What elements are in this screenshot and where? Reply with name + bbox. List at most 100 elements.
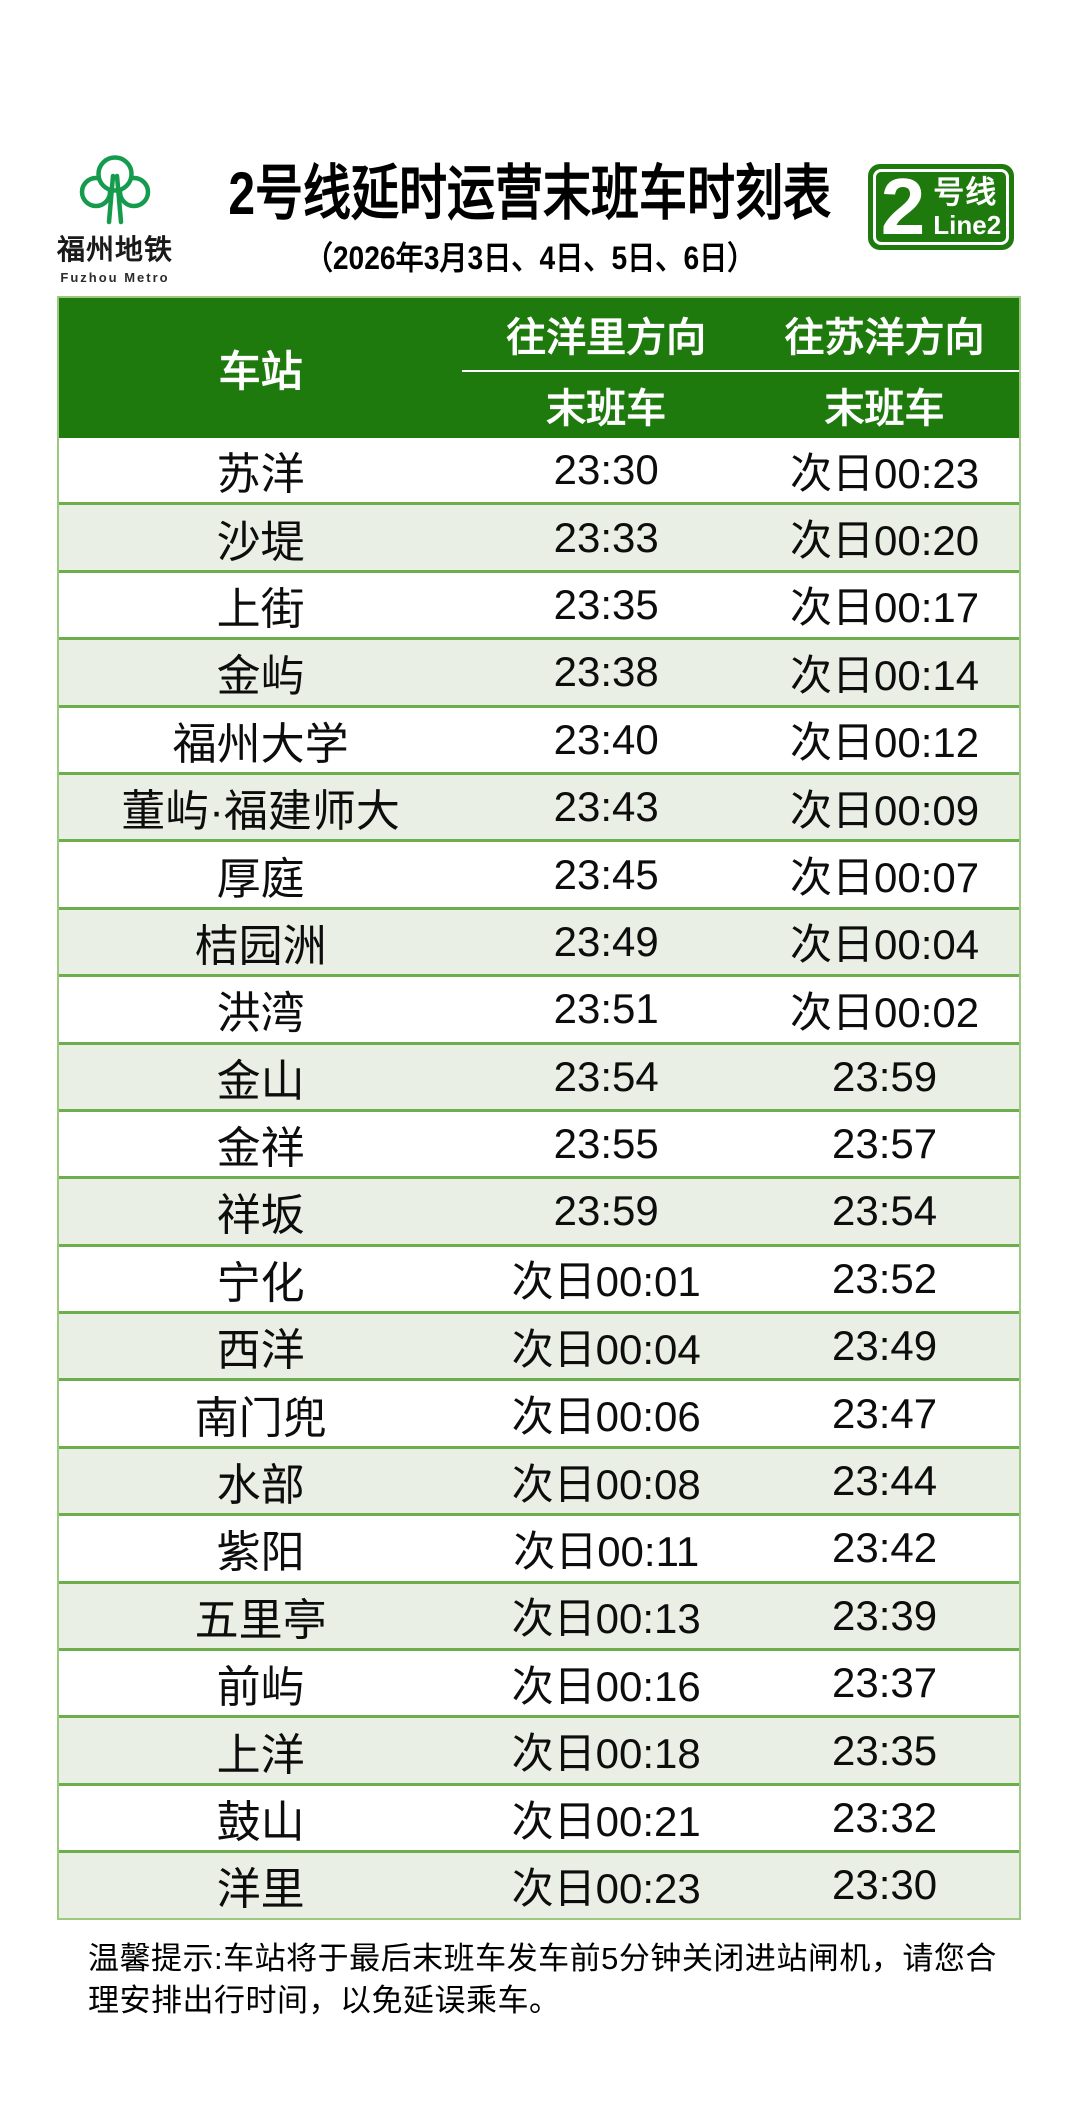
timetable: 车站 往洋里方向 往苏洋方向 末班车 末班车 苏洋 23:30 次日00:23 … bbox=[57, 296, 1021, 1920]
table-row: 桔园洲 23:49 次日00:04 bbox=[59, 906, 1019, 975]
last-train-to-suyang: 23:57 bbox=[832, 1120, 938, 1168]
fuzhou-metro-tree-icon bbox=[79, 155, 151, 225]
last-train-to-yangli: 23:38 bbox=[553, 648, 659, 696]
last-train-to-yangli: 23:59 bbox=[553, 1187, 659, 1235]
table-row: 上街 23:35 次日00:17 bbox=[59, 569, 1019, 638]
station-name: 祥坂 bbox=[216, 1191, 305, 1241]
station-name: 上洋 bbox=[216, 1730, 305, 1780]
last-train-to-yangli: 次日00:13 bbox=[511, 1595, 701, 1643]
last-train-to-suyang: 23:44 bbox=[832, 1457, 938, 1505]
direction-headers: 往洋里方向 往苏洋方向 末班车 末班车 bbox=[462, 298, 1019, 438]
last-train-to-yangli: 次日00:06 bbox=[511, 1393, 701, 1441]
station-name: 董屿·福建师大 bbox=[121, 787, 400, 837]
table-row: 洋里 次日00:23 23:30 bbox=[59, 1850, 1019, 1918]
station-name: 金祥 bbox=[216, 1124, 305, 1174]
header-divider-line bbox=[462, 370, 1019, 372]
table-row: 宁化 次日00:01 23:52 bbox=[59, 1243, 1019, 1312]
table-row: 苏洋 23:30 次日00:23 bbox=[59, 438, 1019, 503]
footer-note: 温馨提示:车站将于最后末班车发车前5分钟关闭进站闸机，请您合 理安排出行时间，以… bbox=[88, 1941, 997, 2018]
logo-name-cn: 福州地铁 bbox=[56, 234, 173, 265]
title-block: 2号线延时运营末班车时刻表 （2026年3月3日、4日、5日、6日） bbox=[140, 158, 920, 278]
line-suffix-cn: 号线 bbox=[933, 174, 998, 210]
station-name: 桔园洲 bbox=[194, 921, 327, 971]
station-name: 苏洋 bbox=[216, 450, 305, 500]
last-train-to-yangli: 23:30 bbox=[553, 446, 659, 494]
last-train-to-suyang: 23:30 bbox=[832, 1861, 938, 1909]
station-name: 福州大学 bbox=[172, 719, 349, 769]
last-train-to-suyang: 23:42 bbox=[832, 1524, 938, 1572]
last-train-to-suyang: 23:54 bbox=[832, 1187, 938, 1235]
station-name: 紫阳 bbox=[216, 1528, 305, 1578]
last-train-to-suyang: 次日00:07 bbox=[790, 854, 980, 902]
table-row: 金屿 23:38 次日00:14 bbox=[59, 637, 1019, 705]
last-train-to-yangli: 次日00:11 bbox=[513, 1527, 700, 1575]
timetable-header: 车站 往洋里方向 往苏洋方向 末班车 末班车 bbox=[59, 298, 1019, 438]
last-train-to-yangli: 次日00:16 bbox=[511, 1662, 701, 1710]
last-train-to-suyang: 23:32 bbox=[832, 1794, 938, 1841]
line-suffix-en: Line2 bbox=[933, 209, 1002, 240]
station-name: 洋里 bbox=[216, 1865, 305, 1915]
table-row: 水部 次日00:08 23:44 bbox=[59, 1445, 1019, 1514]
station-name: 金山 bbox=[216, 1056, 305, 1106]
table-row: 金祥 23:55 23:57 bbox=[59, 1108, 1019, 1177]
table-row: 南门兜 次日00:06 23:47 bbox=[59, 1378, 1019, 1446]
table-row: 西洋 次日00:04 23:49 bbox=[59, 1311, 1019, 1379]
table-row: 沙堤 23:33 次日00:20 bbox=[59, 502, 1019, 570]
table-row: 祥坂 23:59 23:54 bbox=[59, 1176, 1019, 1244]
table-row: 洪湾 23:51 次日00:02 bbox=[59, 974, 1019, 1042]
table-row: 前屿 次日00:16 23:37 bbox=[59, 1648, 1019, 1716]
last-train-to-suyang: 23:47 bbox=[832, 1389, 938, 1437]
last-train-to-suyang: 23:52 bbox=[832, 1254, 938, 1302]
last-train-to-yangli: 23:35 bbox=[553, 580, 659, 628]
timetable-body: 苏洋 23:30 次日00:23 沙堤 23:33 次日00:20 上街 23:… bbox=[59, 438, 1019, 1918]
last-train-to-suyang: 23:39 bbox=[832, 1591, 938, 1639]
table-row: 上洋 次日00:18 23:35 bbox=[59, 1715, 1019, 1783]
last-train-to-yangli: 次日00:04 bbox=[511, 1325, 701, 1373]
station-name: 洪湾 bbox=[216, 989, 305, 1039]
table-row: 董屿·福建师大 23:43 次日00:09 bbox=[59, 771, 1019, 840]
table-row: 紫阳 次日00:11 23:42 bbox=[59, 1513, 1019, 1581]
last-train-to-yangli: 23:43 bbox=[553, 783, 659, 831]
last-train-to-suyang: 次日00:17 bbox=[790, 584, 980, 632]
column-header-station: 车站 bbox=[218, 347, 303, 395]
last-train-to-yangli: 23:45 bbox=[553, 850, 659, 898]
last-train-to-suyang: 次日00:09 bbox=[790, 786, 980, 834]
last-train-to-yangli: 次日00:21 bbox=[511, 1797, 701, 1845]
line-number: 2 bbox=[880, 162, 926, 251]
last-train-to-yangli: 23:40 bbox=[553, 715, 659, 763]
last-train-to-yangli: 次日00:18 bbox=[511, 1730, 701, 1778]
station-name: 南门兜 bbox=[194, 1393, 327, 1443]
column-subheader-lasttrain-yangli: 末班车 bbox=[546, 387, 667, 431]
last-train-to-yangli: 次日00:23 bbox=[511, 1864, 701, 1912]
last-train-to-suyang: 次日00:04 bbox=[790, 921, 980, 969]
last-train-to-suyang: 次日00:23 bbox=[790, 449, 980, 497]
table-row: 鼓山 次日00:21 23:32 bbox=[59, 1782, 1019, 1851]
station-name: 五里亭 bbox=[194, 1595, 327, 1645]
station-name: 前屿 bbox=[216, 1663, 305, 1713]
column-header-direction-suyang: 往苏洋方向 bbox=[784, 316, 985, 360]
station-name: 金屿 bbox=[216, 652, 305, 702]
last-train-to-suyang: 23:49 bbox=[832, 1322, 938, 1370]
logo-name-en: Fuzhou Metro bbox=[60, 270, 170, 285]
last-train-to-suyang: 23:59 bbox=[832, 1052, 938, 1100]
last-train-to-suyang: 次日00:02 bbox=[790, 988, 980, 1036]
station-name: 沙堤 bbox=[216, 517, 305, 567]
station-name: 厚庭 bbox=[216, 854, 305, 904]
table-row: 五里亭 次日00:13 23:39 bbox=[59, 1580, 1019, 1649]
column-header-direction-yangli: 往洋里方向 bbox=[506, 316, 707, 360]
table-row: 福州大学 23:40 次日00:12 bbox=[59, 704, 1019, 772]
station-name: 宁化 bbox=[216, 1258, 305, 1308]
last-train-to-yangli: 23:33 bbox=[553, 513, 659, 561]
table-row: 金山 23:54 23:59 bbox=[59, 1041, 1019, 1109]
column-subheader-lasttrain-suyang: 末班车 bbox=[824, 387, 945, 431]
last-train-to-yangli: 次日00:08 bbox=[511, 1460, 701, 1508]
last-train-to-suyang: 23:35 bbox=[832, 1726, 938, 1774]
line2-badge: 2 号线 Line2 bbox=[868, 164, 1014, 250]
station-name: 水部 bbox=[216, 1461, 305, 1511]
last-train-to-suyang: 次日00:12 bbox=[790, 719, 980, 767]
station-name: 鼓山 bbox=[216, 1798, 305, 1847]
table-row: 厚庭 23:45 次日00:07 bbox=[59, 839, 1019, 907]
station-name: 西洋 bbox=[216, 1326, 305, 1376]
last-train-to-yangli: 次日00:01 bbox=[511, 1258, 701, 1306]
